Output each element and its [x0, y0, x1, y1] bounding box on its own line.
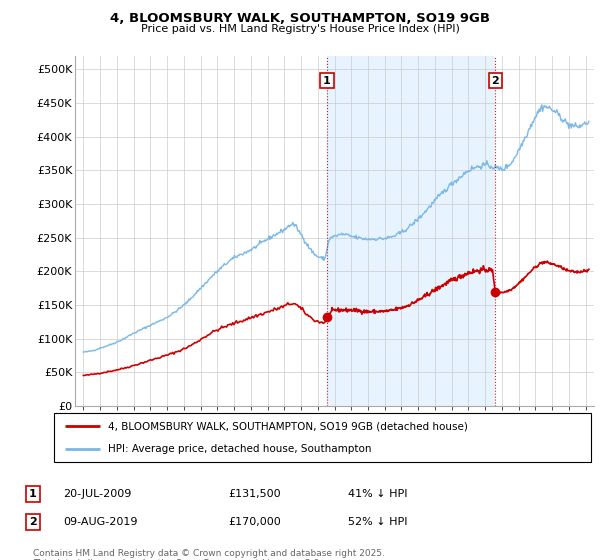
Text: 2: 2 [29, 517, 37, 527]
Text: 4, BLOOMSBURY WALK, SOUTHAMPTON, SO19 9GB (detached house): 4, BLOOMSBURY WALK, SOUTHAMPTON, SO19 9G… [108, 421, 467, 431]
Text: Contains HM Land Registry data © Crown copyright and database right 2025.
This d: Contains HM Land Registry data © Crown c… [33, 549, 385, 560]
Text: 1: 1 [29, 489, 37, 499]
Text: 09-AUG-2019: 09-AUG-2019 [63, 517, 137, 527]
Text: £131,500: £131,500 [228, 489, 281, 499]
Text: 1: 1 [323, 76, 331, 86]
Bar [327, 56, 495, 406]
Text: 52% ↓ HPI: 52% ↓ HPI [348, 517, 407, 527]
Text: £170,000: £170,000 [228, 517, 281, 527]
Text: Price paid vs. HM Land Registry's House Price Index (HPI): Price paid vs. HM Land Registry's House … [140, 24, 460, 34]
Text: HPI: Average price, detached house, Southampton: HPI: Average price, detached house, Sout… [108, 444, 371, 454]
Text: 2: 2 [491, 76, 499, 86]
Text: 4, BLOOMSBURY WALK, SOUTHAMPTON, SO19 9GB: 4, BLOOMSBURY WALK, SOUTHAMPTON, SO19 9G… [110, 12, 490, 25]
FancyBboxPatch shape [54, 413, 591, 462]
Text: 41% ↓ HPI: 41% ↓ HPI [348, 489, 407, 499]
Text: 20-JUL-2009: 20-JUL-2009 [63, 489, 131, 499]
